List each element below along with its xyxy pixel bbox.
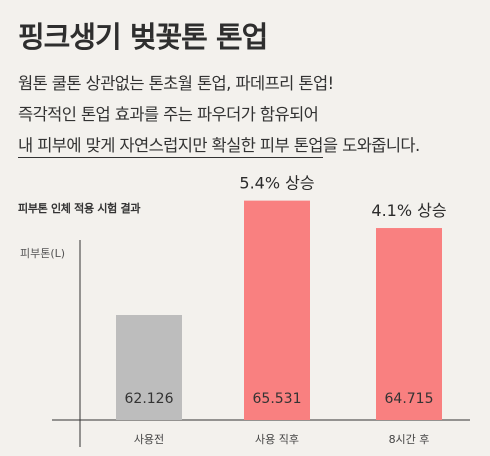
- x-tick-label: 사용전: [134, 433, 164, 446]
- bar-value-label: 64.715: [385, 391, 434, 407]
- description-underlined-text: 내 피부에 맞게 자연스럽지만 확실한 피부 톤업: [18, 136, 323, 158]
- bar-value-label: 62.126: [125, 391, 174, 407]
- description-line-1: 웜톤 쿨톤 상관없는 톤초월 톤업, 파데프리 톤업!: [18, 74, 334, 93]
- y-axis-label: 피부톤(L): [20, 247, 65, 260]
- bar-1: [116, 315, 182, 420]
- x-tick-label: 8시간 후: [389, 433, 430, 446]
- chart-title: 피부톤 인체 적용 시험 결과: [18, 202, 141, 215]
- description-rest-text: 을 도와줍니다.: [322, 136, 420, 155]
- description-line-3: 내 피부에 맞게 자연스럽지만 확실한 피부 톤업을 도와줍니다.: [18, 132, 420, 158]
- increase-annotation: 5.4% 상승: [239, 174, 314, 193]
- description-line-2: 즉각적인 톤업 효과를 주는 파우더가 함유되어: [18, 105, 319, 124]
- bar-3: [376, 228, 442, 420]
- increase-annotation: 4.1% 상승: [371, 201, 446, 220]
- bar-2: [244, 200, 310, 420]
- x-tick-label: 사용 직후: [255, 433, 299, 446]
- page-title: 핑크생기 벚꽃톤 톤업: [18, 20, 268, 54]
- bar-value-label: 65.531: [253, 391, 302, 407]
